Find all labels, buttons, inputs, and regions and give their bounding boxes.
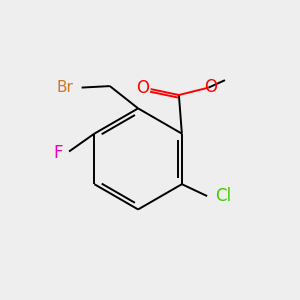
- Text: Br: Br: [56, 80, 73, 95]
- Text: O: O: [136, 79, 149, 97]
- Text: F: F: [53, 144, 62, 162]
- Text: Cl: Cl: [215, 187, 232, 205]
- Text: O: O: [204, 78, 217, 96]
